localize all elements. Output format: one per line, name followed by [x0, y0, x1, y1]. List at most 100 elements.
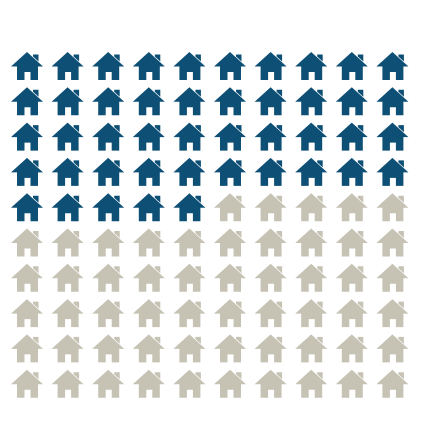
house-icon — [295, 122, 328, 151]
house-icon — [92, 369, 125, 398]
house-icon — [11, 193, 43, 222]
house-icon — [92, 334, 125, 363]
house-icon — [254, 228, 287, 257]
house-icon — [376, 193, 409, 222]
house-icon — [214, 122, 246, 151]
house-icon — [335, 299, 368, 328]
house-icon — [335, 228, 368, 257]
house-icon — [132, 263, 165, 292]
house-icon — [376, 87, 409, 116]
house-icon — [173, 334, 206, 363]
house-icon — [254, 52, 287, 80]
house-icon — [214, 87, 246, 116]
house-icon — [335, 122, 368, 151]
house-icon — [132, 193, 165, 222]
house-icon — [92, 87, 125, 116]
house-icon — [214, 52, 246, 80]
house-icon — [51, 334, 84, 363]
house-icon — [376, 334, 409, 363]
house-icon — [295, 52, 328, 80]
house-icon — [214, 228, 246, 257]
house-icon — [92, 122, 125, 151]
house-icon — [11, 87, 43, 116]
house-icon — [173, 369, 206, 398]
house-icon — [173, 122, 206, 151]
house-icon — [335, 263, 368, 292]
house-icon — [173, 228, 206, 257]
house-icon — [376, 122, 409, 151]
house-icon — [132, 334, 165, 363]
house-icon — [132, 299, 165, 328]
house-icon — [254, 334, 287, 363]
house-icon — [376, 52, 409, 80]
house-icon — [51, 263, 84, 292]
house-icon — [132, 228, 165, 257]
house-icon — [132, 52, 165, 80]
house-icon — [11, 299, 43, 328]
house-icon — [173, 52, 206, 80]
house-icon — [173, 263, 206, 292]
house-icon — [92, 157, 125, 186]
house-icon — [214, 299, 246, 328]
house-icon — [51, 122, 84, 151]
house-icon — [173, 87, 206, 116]
house-icon — [254, 87, 287, 116]
house-icon — [132, 157, 165, 186]
house-icon — [214, 263, 246, 292]
house-icon — [214, 369, 246, 398]
house-icon — [173, 299, 206, 328]
house-icon — [11, 369, 43, 398]
house-icon — [335, 87, 368, 116]
house-icon — [376, 369, 409, 398]
house-icon — [132, 369, 165, 398]
house-icon — [132, 122, 165, 151]
house-icon — [214, 157, 246, 186]
house-icon — [92, 193, 125, 222]
house-icon — [11, 52, 43, 80]
house-icon — [254, 369, 287, 398]
house-icon — [92, 52, 125, 80]
house-icon — [173, 193, 206, 222]
house-icon — [335, 193, 368, 222]
house-icon — [295, 193, 328, 222]
house-icon — [51, 87, 84, 116]
house-icon — [295, 263, 328, 292]
house-icon — [254, 193, 287, 222]
house-icon — [295, 334, 328, 363]
house-icon — [254, 263, 287, 292]
house-icon — [51, 193, 84, 222]
house-icon — [376, 228, 409, 257]
house-icon — [173, 157, 206, 186]
house-icon — [214, 334, 246, 363]
house-icon — [335, 157, 368, 186]
house-icon — [11, 263, 43, 292]
house-icon — [376, 157, 409, 186]
house-icon — [51, 369, 84, 398]
house-icon — [92, 299, 125, 328]
house-icon — [295, 299, 328, 328]
house-icon — [295, 228, 328, 257]
house-icon — [11, 157, 43, 186]
house-icon — [295, 369, 328, 398]
house-icon — [335, 52, 368, 80]
house-icon — [376, 299, 409, 328]
house-icon — [11, 334, 43, 363]
house-icon — [51, 228, 84, 257]
house-icon — [51, 52, 84, 80]
house-icon — [254, 157, 287, 186]
house-icon — [335, 334, 368, 363]
house-icon — [92, 228, 125, 257]
house-icon — [214, 193, 246, 222]
house-icon — [295, 87, 328, 116]
house-icon — [335, 369, 368, 398]
house-icon — [376, 263, 409, 292]
house-icon — [132, 87, 165, 116]
house-icon — [254, 122, 287, 151]
house-icon — [11, 122, 43, 151]
house-icon — [51, 157, 84, 186]
house-icon — [295, 157, 328, 186]
house-icon — [92, 263, 125, 292]
house-icon — [51, 299, 84, 328]
house-icon — [254, 299, 287, 328]
